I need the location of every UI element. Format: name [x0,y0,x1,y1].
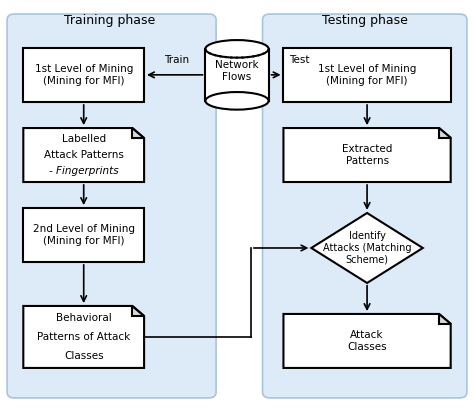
Bar [205,49,269,101]
FancyBboxPatch shape [23,48,144,102]
Text: Test: Test [290,55,310,65]
FancyBboxPatch shape [23,208,144,262]
Text: Extracted
Patterns: Extracted Patterns [342,144,392,166]
Text: - Fingerprints: - Fingerprints [49,166,118,176]
Text: Network
Flows: Network Flows [215,60,259,82]
Text: 2nd Level of Mining
(Mining for MFI): 2nd Level of Mining (Mining for MFI) [33,224,135,246]
Ellipse shape [205,40,269,58]
Polygon shape [132,306,144,316]
Text: Behavioral: Behavioral [56,313,111,323]
Polygon shape [311,213,423,283]
FancyBboxPatch shape [263,14,467,398]
Text: Classes: Classes [64,351,103,361]
Polygon shape [439,128,451,138]
Text: Testing phase: Testing phase [322,14,408,27]
Polygon shape [283,128,451,182]
Polygon shape [439,314,451,324]
Text: 1st Level of Mining
(Mining for MFI): 1st Level of Mining (Mining for MFI) [318,64,416,86]
Polygon shape [23,128,144,182]
Text: Attack
Classes: Attack Classes [347,330,387,352]
FancyBboxPatch shape [283,48,451,102]
FancyBboxPatch shape [7,14,216,398]
Text: Patterns of Attack: Patterns of Attack [37,332,130,342]
Text: Attack Patterns: Attack Patterns [44,150,124,160]
Text: Labelled: Labelled [62,134,106,144]
Polygon shape [283,314,451,368]
Ellipse shape [205,92,269,110]
Text: Train: Train [164,55,189,65]
Polygon shape [132,128,144,138]
Text: Training phase: Training phase [64,14,155,27]
Polygon shape [23,306,144,368]
Text: 1st Level of Mining
(Mining for MFI): 1st Level of Mining (Mining for MFI) [35,64,133,86]
Text: Identify
Attacks (Matching
Scheme): Identify Attacks (Matching Scheme) [323,231,411,264]
